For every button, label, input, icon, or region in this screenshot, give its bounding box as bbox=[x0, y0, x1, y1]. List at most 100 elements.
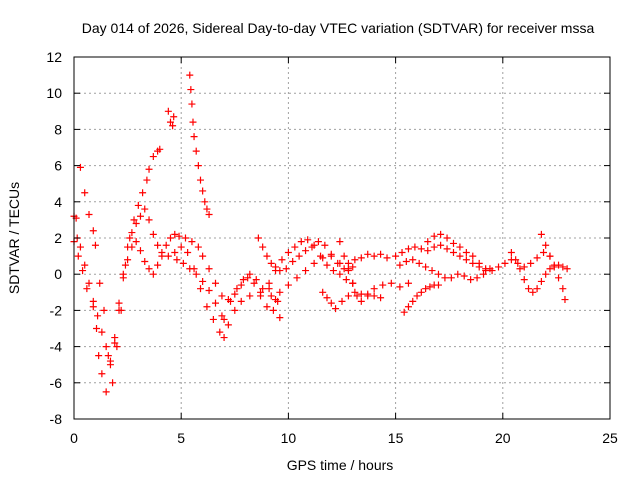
x-tick-label: 15 bbox=[388, 430, 404, 446]
data-point bbox=[173, 256, 181, 264]
y-tick-label: 12 bbox=[46, 49, 62, 65]
data-point bbox=[537, 277, 545, 285]
data-point bbox=[449, 239, 457, 247]
data-point bbox=[186, 71, 194, 79]
series-track-m bbox=[400, 281, 442, 316]
data-point bbox=[100, 306, 108, 314]
data-point bbox=[454, 270, 462, 278]
data-point bbox=[121, 261, 129, 269]
data-point bbox=[383, 254, 391, 262]
data-point bbox=[132, 238, 140, 246]
data-point bbox=[336, 238, 344, 246]
data-point bbox=[164, 107, 172, 115]
data-point bbox=[106, 357, 114, 365]
data-point bbox=[357, 254, 365, 262]
data-point bbox=[201, 198, 209, 206]
data-point bbox=[329, 267, 337, 275]
data-point bbox=[542, 270, 550, 278]
series-track-b bbox=[76, 145, 164, 387]
data-point bbox=[319, 254, 327, 262]
data-point bbox=[516, 265, 524, 273]
data-point bbox=[220, 315, 228, 323]
data-point bbox=[428, 267, 436, 275]
data-point bbox=[85, 279, 93, 287]
data-point bbox=[154, 241, 162, 249]
data-point bbox=[246, 270, 254, 278]
data-point bbox=[124, 256, 132, 264]
data-point bbox=[145, 165, 153, 173]
data-point bbox=[189, 118, 197, 126]
data-point bbox=[143, 176, 151, 184]
data-point bbox=[276, 314, 284, 322]
y-tick-label: -4 bbox=[50, 339, 63, 355]
series-track-d bbox=[164, 107, 178, 130]
data-point bbox=[462, 256, 470, 264]
data-point bbox=[149, 230, 157, 238]
data-point bbox=[136, 212, 144, 220]
data-point bbox=[546, 265, 554, 273]
data-point bbox=[437, 230, 445, 238]
data-point bbox=[203, 205, 211, 213]
data-point bbox=[364, 292, 372, 300]
data-point bbox=[351, 288, 359, 296]
data-point bbox=[415, 259, 423, 267]
data-point bbox=[336, 270, 344, 278]
data-point bbox=[102, 388, 110, 396]
data-point bbox=[507, 248, 515, 256]
data-point bbox=[501, 259, 509, 267]
data-point bbox=[89, 303, 97, 311]
data-point bbox=[246, 292, 254, 300]
series-track-k bbox=[344, 241, 490, 275]
y-tick-label: -8 bbox=[50, 411, 63, 427]
data-point bbox=[456, 243, 464, 251]
series-track-g bbox=[254, 234, 348, 275]
data-point bbox=[166, 118, 174, 126]
data-point bbox=[119, 274, 127, 282]
series-track-p bbox=[537, 230, 569, 304]
data-point bbox=[357, 290, 365, 298]
data-point bbox=[437, 241, 445, 249]
data-point bbox=[327, 299, 335, 307]
data-point bbox=[184, 248, 192, 256]
data-point bbox=[537, 230, 545, 238]
data-point bbox=[192, 270, 200, 278]
data-point bbox=[338, 297, 346, 305]
data-point bbox=[89, 227, 97, 235]
x-axis-label: GPS time / hours bbox=[287, 457, 394, 473]
data-point bbox=[136, 247, 144, 255]
data-point bbox=[149, 270, 157, 278]
data-point bbox=[109, 379, 117, 387]
grid bbox=[74, 57, 610, 419]
data-point bbox=[171, 230, 179, 238]
data-point bbox=[396, 261, 404, 269]
data-point bbox=[218, 292, 226, 300]
data-point bbox=[79, 267, 87, 275]
data-point bbox=[115, 299, 123, 307]
data-point bbox=[141, 205, 149, 213]
data-point bbox=[237, 297, 245, 305]
data-point bbox=[469, 259, 477, 267]
data-point bbox=[379, 281, 387, 289]
data-point bbox=[128, 229, 136, 237]
x-tick-label: 20 bbox=[495, 430, 511, 446]
data-point bbox=[527, 259, 535, 267]
data-point bbox=[98, 370, 106, 378]
data-point bbox=[257, 288, 265, 296]
data-point bbox=[156, 145, 164, 153]
data-point bbox=[94, 312, 102, 320]
x-tick-label: 25 bbox=[602, 430, 618, 446]
data-point bbox=[179, 259, 187, 267]
data-point bbox=[402, 258, 410, 266]
data-point bbox=[424, 247, 432, 255]
data-point bbox=[308, 243, 316, 251]
data-point bbox=[467, 276, 475, 284]
data-point bbox=[441, 274, 449, 282]
data-point bbox=[293, 274, 301, 282]
data-point bbox=[278, 256, 286, 264]
data-point bbox=[357, 297, 365, 305]
data-point bbox=[98, 328, 106, 336]
data-point bbox=[91, 241, 99, 249]
data-point bbox=[126, 234, 134, 242]
data-point bbox=[263, 303, 271, 311]
data-point bbox=[128, 243, 136, 251]
